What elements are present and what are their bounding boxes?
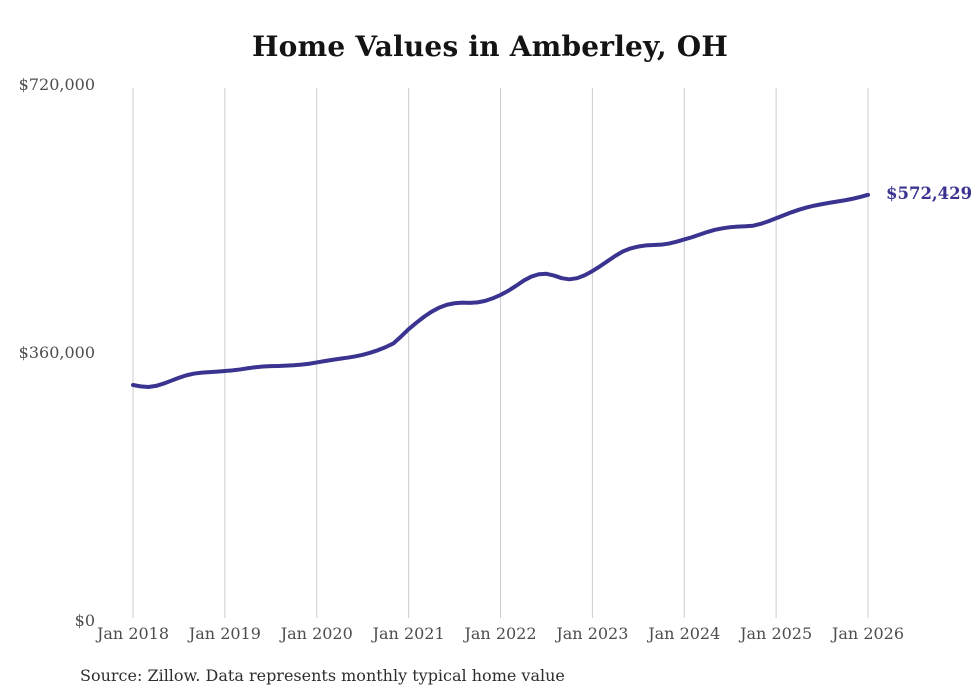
y-tick-label: $0 [74, 611, 95, 630]
y-tick-label: $720,000 [18, 75, 95, 94]
gridlines [132, 88, 869, 618]
y-tick-label: $360,000 [18, 343, 95, 362]
x-tick-label: Jan 2024 [648, 624, 721, 643]
latest-value-label: $572,429 [886, 184, 973, 203]
x-tick-label: Jan 2020 [280, 624, 353, 643]
chart-title: Home Values in Amberley, OH [252, 30, 728, 63]
x-tick-label: Jan 2018 [96, 624, 170, 643]
source-note: Source: Zillow. Data represents monthly … [80, 666, 565, 685]
x-tick-label: Jan 2023 [556, 624, 629, 643]
x-tick-label: Jan 2021 [372, 624, 445, 643]
x-tick-label: Jan 2022 [464, 624, 537, 643]
x-tick-label: Jan 2025 [740, 624, 813, 643]
x-tick-label: Jan 2019 [188, 624, 261, 643]
home-value-line [131, 192, 870, 390]
x-tick-label: Jan 2026 [831, 624, 905, 643]
